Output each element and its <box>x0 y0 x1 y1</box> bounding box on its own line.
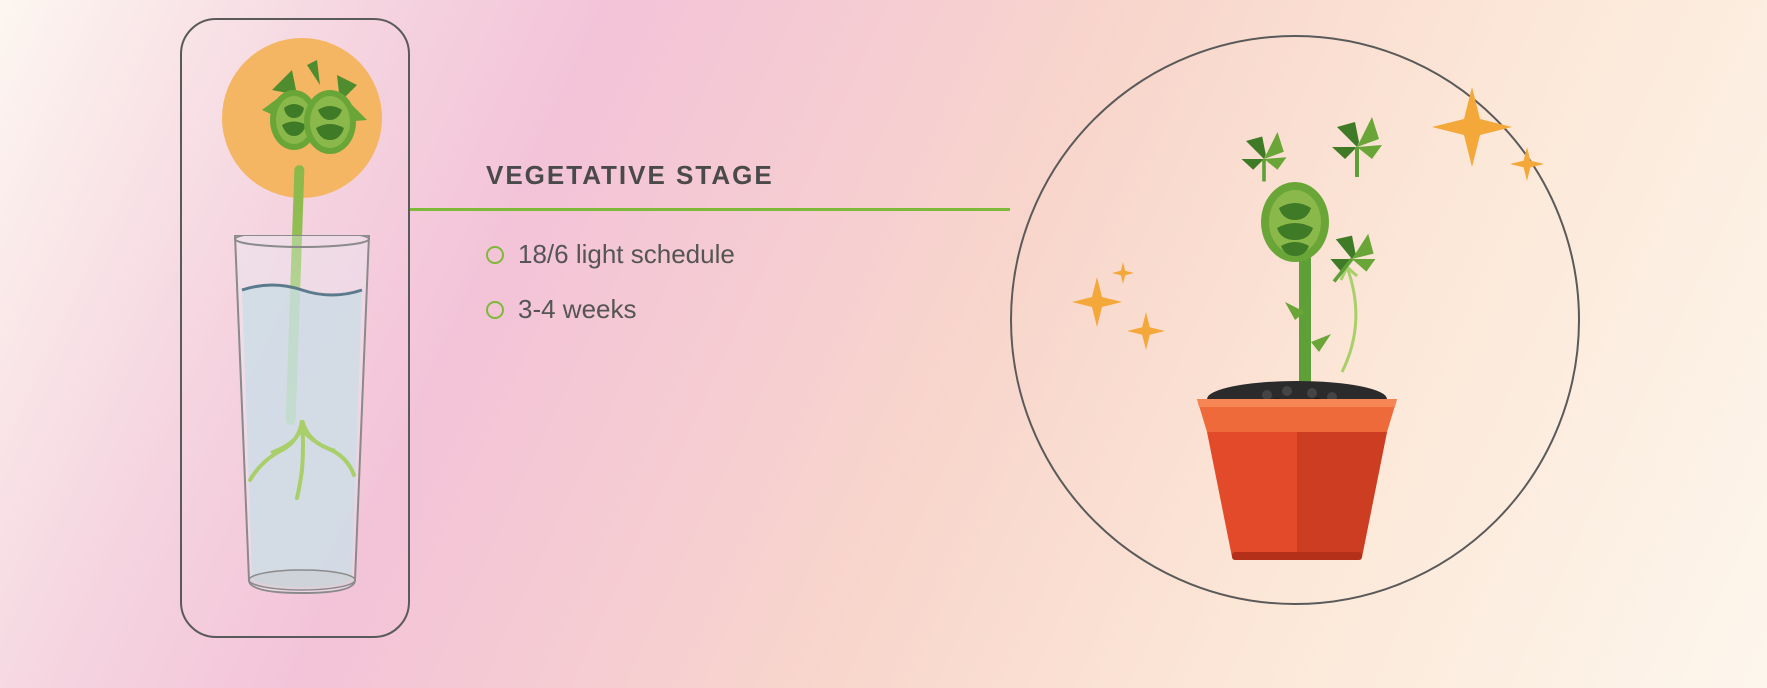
left-panel-frame <box>180 18 410 638</box>
bullet-item: 18/6 light schedule <box>486 239 1010 270</box>
bullet-text: 3-4 weeks <box>518 294 637 325</box>
plant-pot-icon <box>1187 377 1407 562</box>
roots-icon <box>242 420 362 500</box>
sparkle-icon <box>1432 87 1512 167</box>
sparkle-icon <box>1112 262 1134 284</box>
sparkle-icon <box>1510 147 1544 181</box>
stage-title: VEGETATIVE STAGE <box>486 160 1010 191</box>
sparkle-icon <box>1127 312 1165 350</box>
water-glass-icon <box>227 235 377 595</box>
cutting-bud-icon <box>252 60 372 180</box>
right-panel-frame <box>1010 35 1580 605</box>
bullet-marker-icon <box>486 301 504 319</box>
center-text-block: VEGETATIVE STAGE 18/6 light schedule 3-4… <box>450 160 1010 349</box>
sparkle-icon <box>1072 277 1122 327</box>
potted-plant-icon <box>1207 112 1407 412</box>
bullet-list: 18/6 light schedule 3-4 weeks <box>486 239 1010 325</box>
bullet-marker-icon <box>486 246 504 264</box>
bullet-item: 3-4 weeks <box>486 294 1010 325</box>
bullet-text: 18/6 light schedule <box>518 239 735 270</box>
